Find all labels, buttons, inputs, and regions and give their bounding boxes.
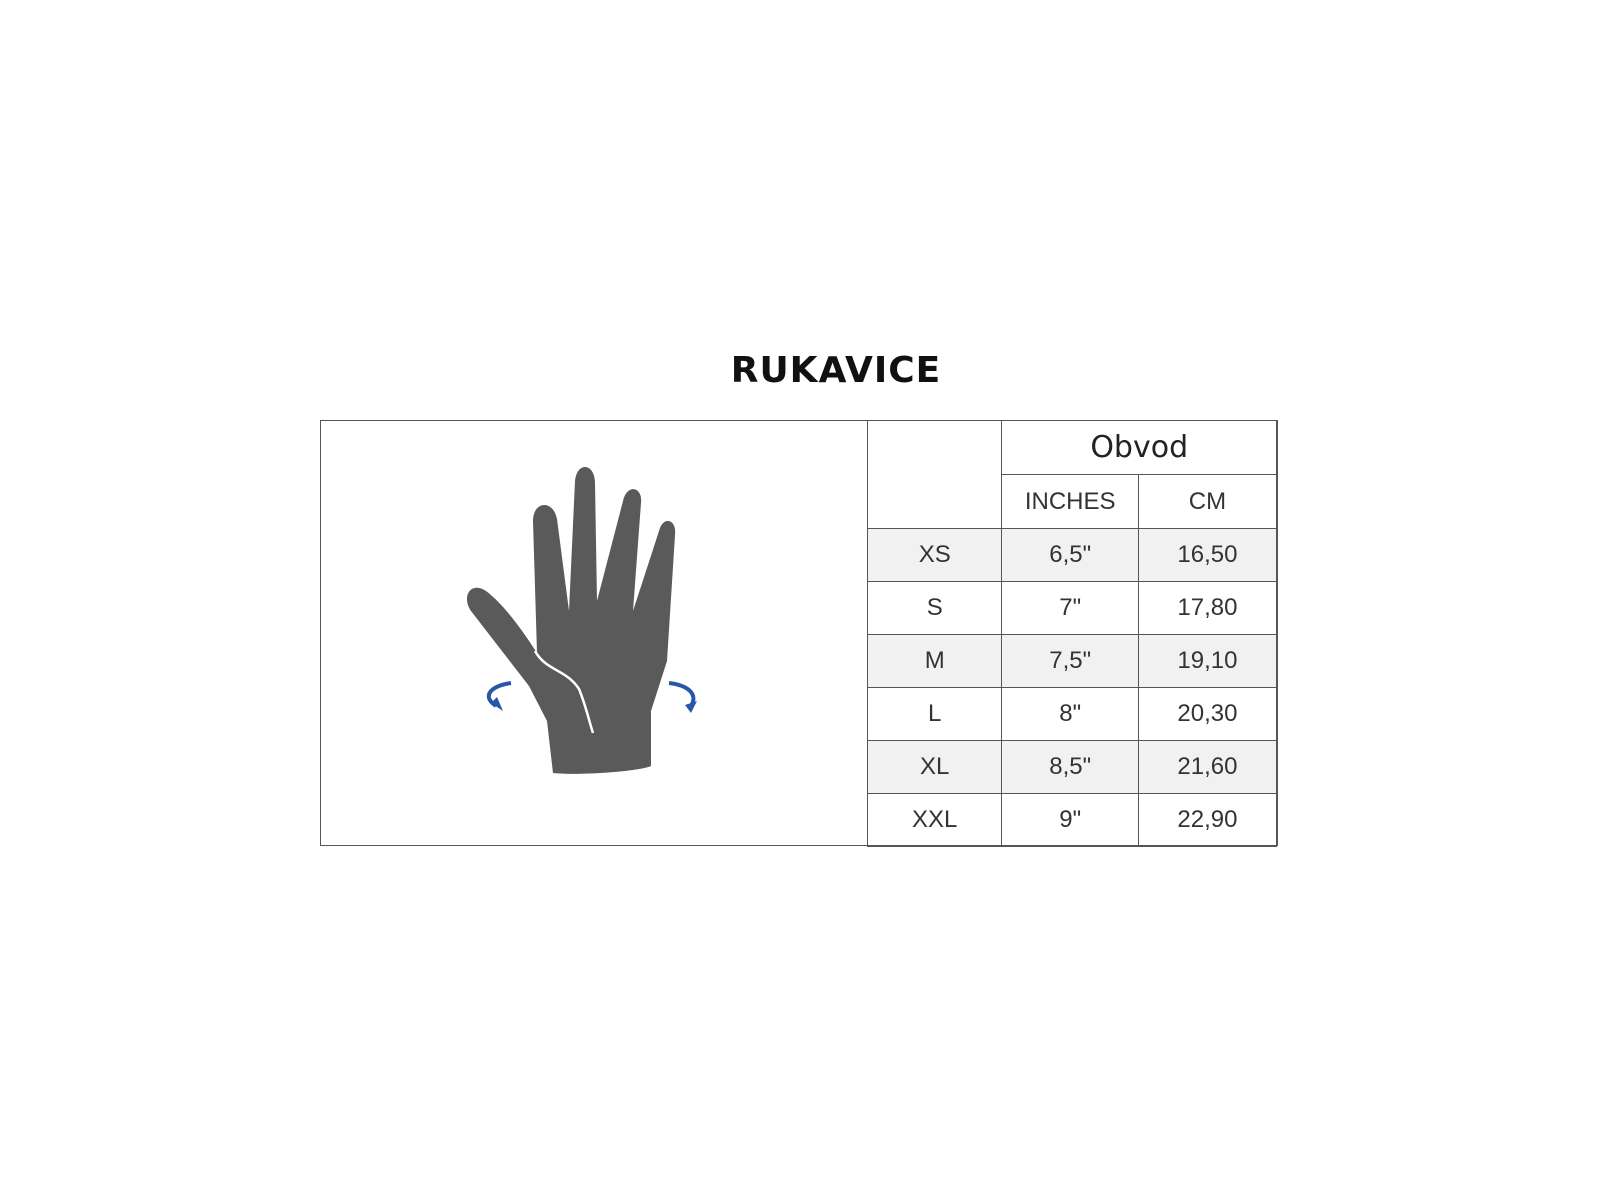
table-row: XXL 9" 22,90 (866, 793, 1278, 847)
size-cell: L (866, 687, 1003, 741)
table-row: XL 8,5" 21,60 (866, 740, 1278, 794)
cm-cell: 16,50 (1137, 528, 1278, 582)
column-header-cm: CM (1137, 474, 1278, 529)
corner-cell (867, 420, 1003, 529)
inches-cell: 7" (1001, 581, 1139, 635)
arrow-right-icon (668, 681, 696, 708)
arrow-right-head (685, 701, 697, 713)
size-cell: XXL (866, 793, 1003, 847)
size-chart: Obvod INCHES CM XS 6,5" 16,50 S 7" 17,80… (320, 420, 1278, 847)
inches-cell: 9" (1001, 793, 1139, 847)
size-cell: S (866, 581, 1003, 635)
palm-line (533, 650, 595, 734)
table-row: S 7" 17,80 (866, 581, 1278, 635)
size-cell: XL (866, 740, 1003, 794)
size-cell: M (866, 634, 1003, 688)
arrow-left-head (491, 697, 503, 711)
cm-cell: 22,90 (1137, 793, 1278, 847)
column-header-inches: INCHES (1001, 474, 1139, 529)
size-table: Obvod INCHES CM XS 6,5" 16,50 S 7" 17,80… (866, 420, 1278, 847)
table-row: M 7,5" 19,10 (866, 634, 1278, 688)
inches-cell: 7,5" (1001, 634, 1139, 688)
cm-cell: 20,30 (1137, 687, 1278, 741)
inches-cell: 8" (1001, 687, 1139, 741)
hand-illustration-panel (321, 421, 868, 845)
inches-cell: 6,5" (1001, 528, 1139, 582)
page-title: RUKAVICE (730, 350, 942, 391)
table-row: XS 6,5" 16,50 (866, 528, 1278, 582)
table-row: L 8" 20,30 (866, 687, 1278, 741)
cm-cell: 17,80 (1137, 581, 1278, 635)
size-cell: XS (866, 528, 1003, 582)
cm-cell: 19,10 (1137, 634, 1278, 688)
hand-measurement-icon (466, 466, 697, 774)
group-header-obvod: Obvod (1001, 420, 1277, 475)
inches-cell: 8,5" (1001, 740, 1139, 794)
hand-icon (466, 466, 676, 774)
cm-cell: 21,60 (1137, 740, 1278, 794)
